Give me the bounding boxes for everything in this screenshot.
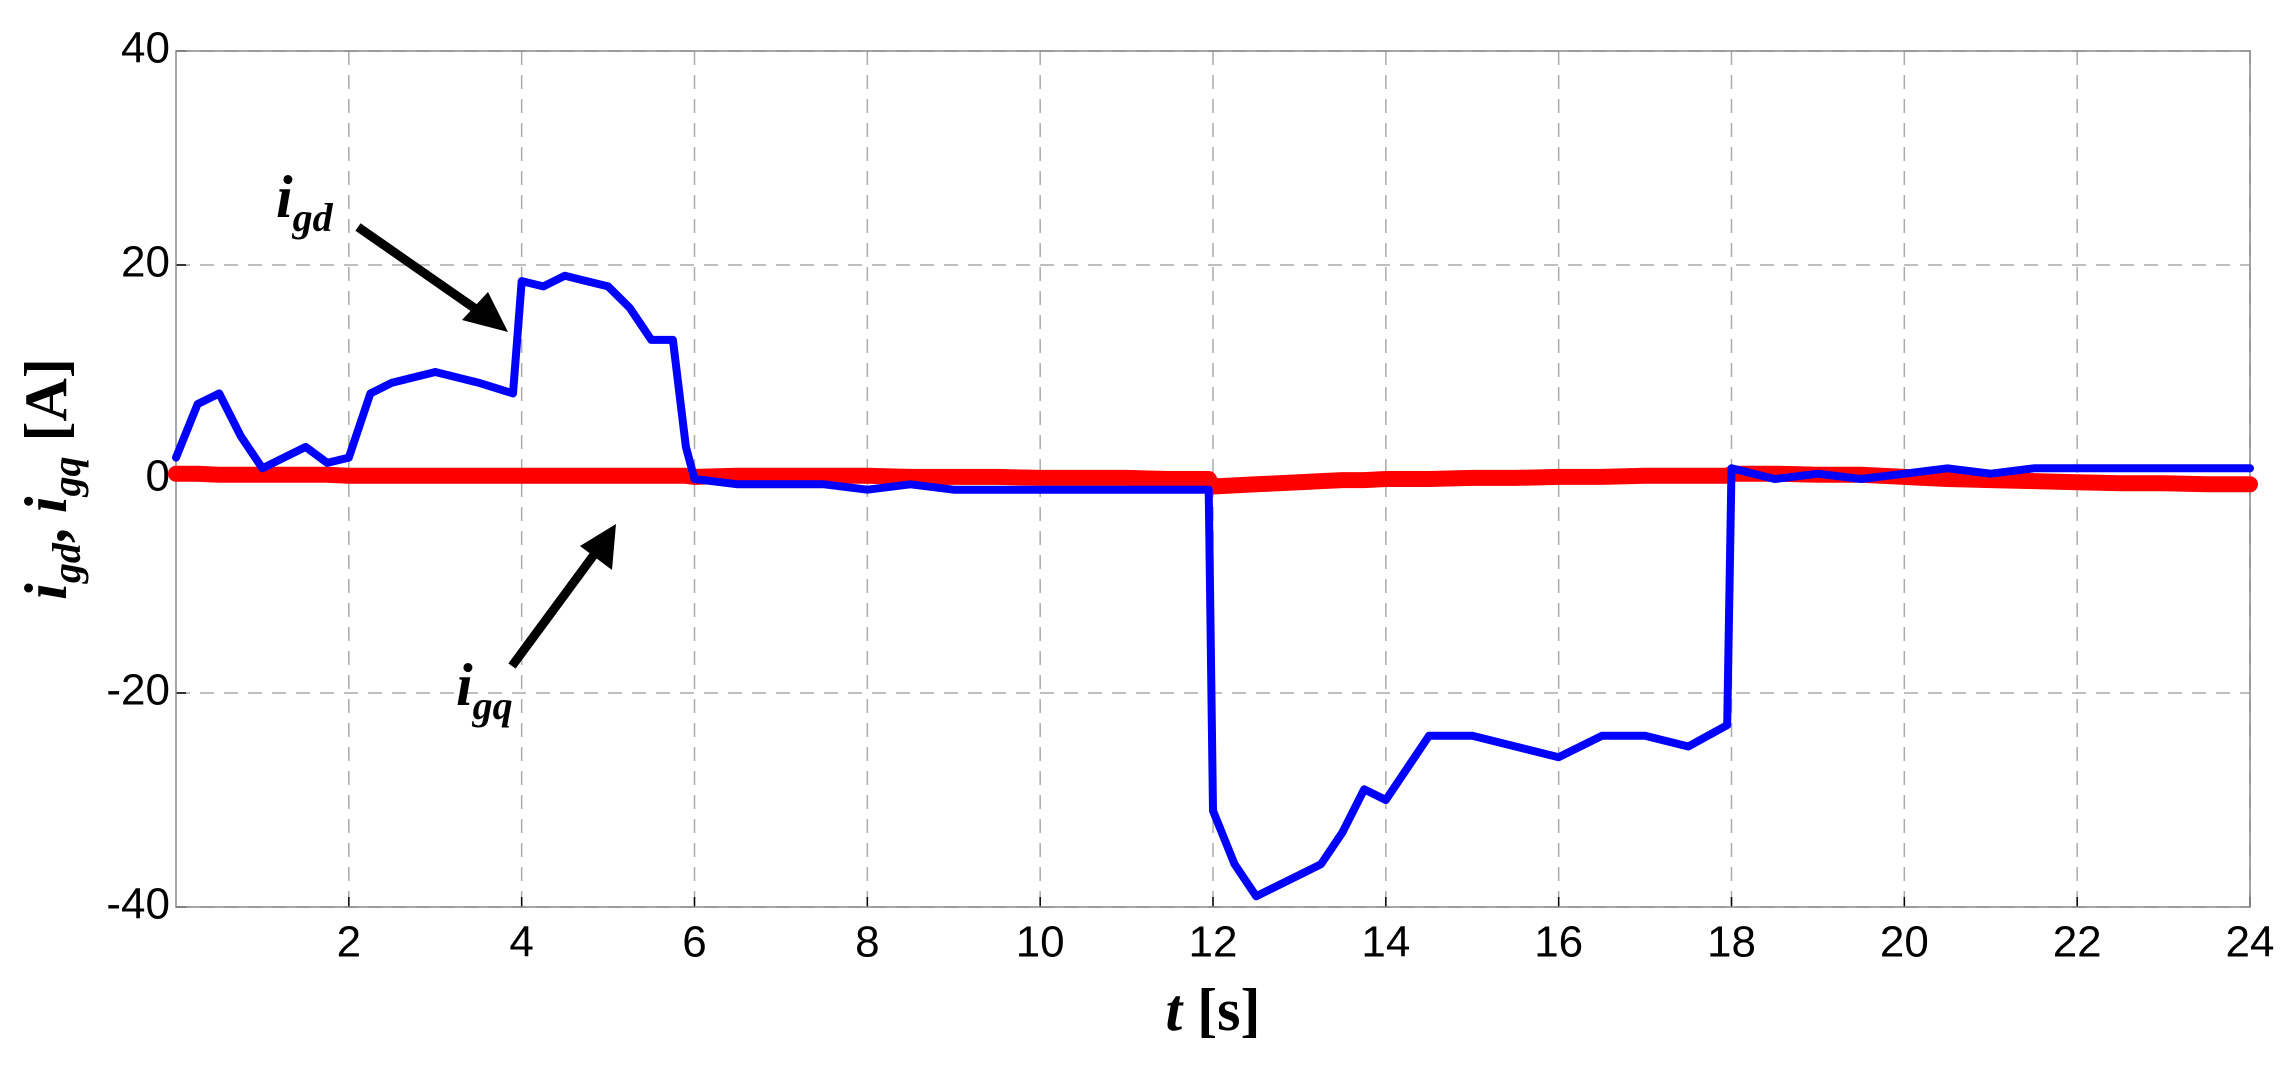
x-tick-label: 4 xyxy=(509,918,533,967)
series-line xyxy=(168,465,2258,495)
x-tick-label: 12 xyxy=(1189,918,1238,967)
annotation-sub: gq xyxy=(472,683,513,728)
y-label-part: [A] xyxy=(13,358,79,456)
arrow-head xyxy=(462,292,508,332)
x-tick-label: 18 xyxy=(1707,918,1756,967)
annotation-sub: gd xyxy=(292,195,334,240)
y-tick-label: 0 xyxy=(146,452,170,501)
annotation: igd xyxy=(276,164,334,240)
x-axis-label: t [s] xyxy=(1166,977,1261,1043)
annotation-text: i xyxy=(456,652,473,718)
y-label-part: i xyxy=(13,496,79,513)
arrow-shaft xyxy=(355,223,483,316)
y-tick-label: 20 xyxy=(121,238,170,287)
x-tick-label: 2 xyxy=(337,918,361,967)
annotation: igq xyxy=(456,652,513,728)
y-label-part: , xyxy=(13,513,79,543)
y-axis-label: igd, igq [A] xyxy=(13,358,89,600)
x-tick-label: 14 xyxy=(1361,918,1410,967)
x-tick-label: 10 xyxy=(1016,918,1065,967)
y-label-part: gd xyxy=(44,542,89,584)
y-tick-label: -20 xyxy=(106,666,170,715)
y-tick-label: -40 xyxy=(106,880,170,929)
x-label-part: [s] xyxy=(1182,977,1260,1043)
y-tick-label: 40 xyxy=(121,24,170,73)
x-tick-label: 8 xyxy=(855,918,879,967)
x-tick-label: 22 xyxy=(2053,918,2102,967)
arrow-shaft xyxy=(508,549,600,669)
annotation-text: i xyxy=(276,164,293,230)
x-label-part: t xyxy=(1166,977,1185,1043)
x-tick-label: 20 xyxy=(1880,918,1929,967)
y-label-part: gq xyxy=(44,456,89,497)
arrow-head xyxy=(580,524,616,570)
series-line xyxy=(172,271,2254,901)
x-tick-label: 6 xyxy=(682,918,706,967)
x-tick-label: 16 xyxy=(1534,918,1583,967)
x-tick-label: 24 xyxy=(2226,918,2275,967)
y-label-part: i xyxy=(13,583,79,600)
